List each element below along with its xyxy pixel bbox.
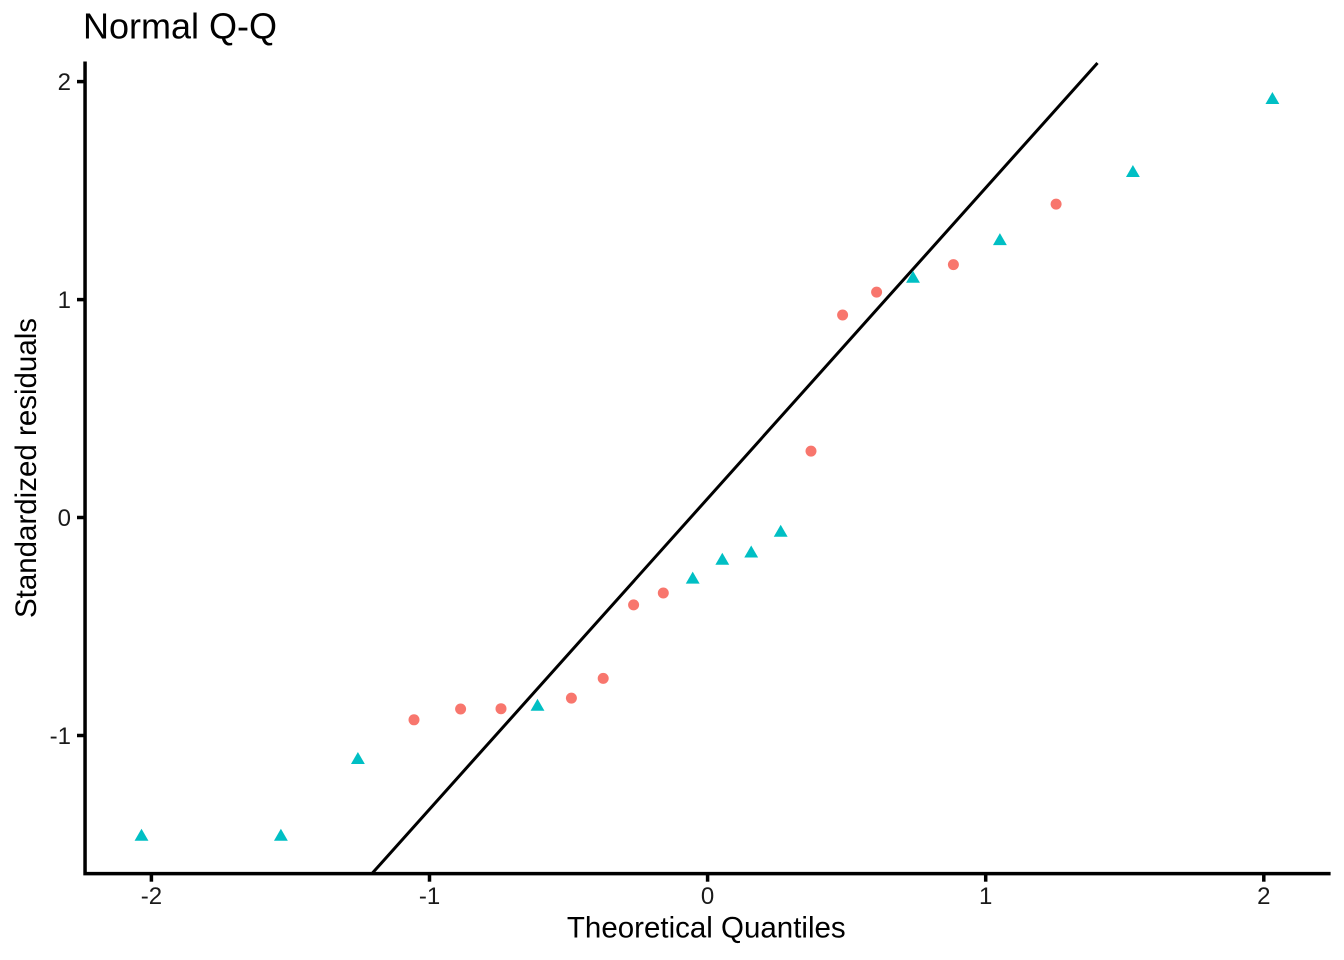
svg-text:2: 2: [1257, 883, 1270, 910]
svg-text:-1: -1: [50, 723, 71, 750]
svg-text:0: 0: [58, 505, 71, 532]
svg-text:-2: -2: [141, 883, 162, 910]
svg-text:2: 2: [58, 69, 71, 96]
svg-text:0: 0: [701, 883, 714, 910]
svg-text:1: 1: [979, 883, 992, 910]
svg-text:-1: -1: [419, 883, 440, 910]
svg-text:1: 1: [58, 287, 71, 314]
svg-text:Normal Q-Q: Normal Q-Q: [83, 6, 277, 47]
svg-text:Theoretical Quantiles: Theoretical Quantiles: [567, 911, 846, 944]
svg-text:Standardized residuals: Standardized residuals: [10, 318, 43, 618]
